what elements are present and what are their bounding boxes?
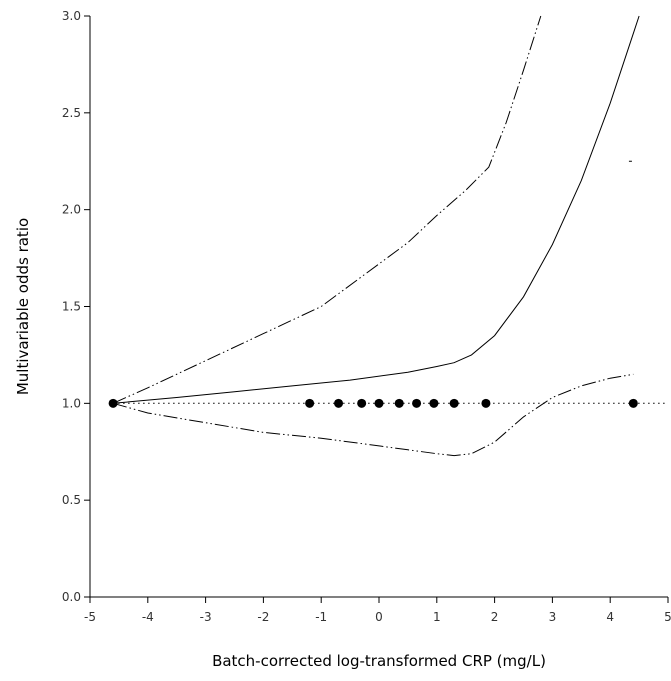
x-tick-label: 3 [549, 610, 557, 624]
y-tick-label: 2.5 [62, 106, 81, 120]
x-tick-label: 5 [664, 610, 671, 624]
x-tick-label: -2 [257, 610, 269, 624]
upper-ci-line [112, 15, 542, 404]
reference-point [334, 398, 344, 408]
reference-point [357, 398, 367, 408]
y-tick-label: 0.0 [62, 590, 81, 604]
reference-point [108, 398, 118, 408]
x-tick-label: -4 [142, 610, 154, 624]
y-tick-label: 3.0 [62, 9, 81, 23]
x-tick-label: 0 [375, 610, 383, 624]
x-axis-title: Batch-corrected log-transformed CRP (mg/… [212, 652, 546, 670]
x-tick-label: -5 [84, 610, 96, 624]
lower-ci-line [112, 373, 634, 457]
reference-point [305, 398, 315, 408]
y-tick-label: 0.5 [62, 493, 81, 507]
x-tick-label: -3 [200, 610, 212, 624]
plot-lines [112, 15, 668, 457]
odds-ratio-line [113, 15, 640, 404]
reference-point [429, 398, 439, 408]
reference-point [412, 398, 422, 408]
axes [89, 16, 668, 598]
reference-point [628, 398, 638, 408]
y-tick-label: 1.0 [62, 396, 81, 410]
x-tick-label: 2 [491, 610, 499, 624]
x-tick-label: 4 [606, 610, 614, 624]
x-tick-label: 1 [433, 610, 441, 624]
plot-points [108, 160, 638, 408]
reference-point [481, 398, 491, 408]
reference-point [394, 398, 404, 408]
y-tick-label: 1.5 [62, 300, 81, 314]
y-tick-label: 2.0 [62, 203, 81, 217]
y-axis-title: Multivariable odds ratio [14, 218, 32, 395]
reference-point [374, 398, 384, 408]
y-axis-ticks: 0.0 0.5 1.0 1.5 2.0 2.5 3.0 [62, 9, 90, 604]
reference-point [449, 398, 459, 408]
x-tick-label: -1 [315, 610, 327, 624]
x-axis-ticks: -5 -4 -3 -2 -1 0 1 2 3 4 5 [84, 597, 671, 624]
